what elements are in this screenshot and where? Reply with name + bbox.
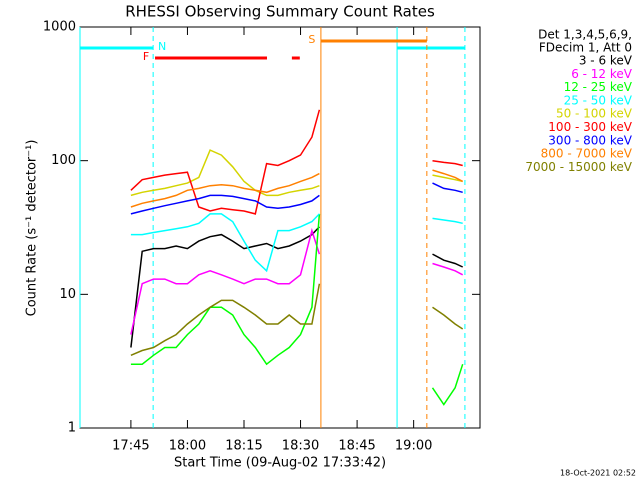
legend-header: FDecim 1, Att 0 (539, 41, 632, 55)
y-tick-label: 100 (51, 153, 76, 168)
legend-entry: 100 - 300 keV (548, 120, 632, 134)
legend-entry: 12 - 25 keV (564, 80, 633, 94)
flag-label: F (143, 50, 149, 63)
series-line (130, 227, 464, 335)
x-tick-label: 19:00 (395, 439, 432, 454)
y-axis-title: Count Rate (s⁻¹ detector⁻¹) (25, 140, 40, 317)
x-tick-label: 18:30 (282, 439, 319, 454)
series-line (130, 283, 464, 356)
flag-label: N (158, 40, 166, 53)
series-line (130, 182, 463, 215)
x-tick-label: 18:45 (338, 439, 375, 454)
legend-entry: 800 - 7000 keV (541, 147, 633, 161)
legend-entry: 25 - 50 keV (564, 93, 633, 107)
y-tick-label: 1 (68, 421, 76, 436)
x-tick-label: 17:45 (112, 439, 149, 454)
series-line (130, 149, 463, 197)
legend-header: Det 1,3,4,5,6,9, (538, 28, 632, 42)
legend-entry: 50 - 100 keV (556, 107, 633, 121)
x-axis-title: Start Time (09-Aug-02 17:33:42) (174, 456, 386, 471)
x-tick-label: 18:15 (225, 439, 262, 454)
series-line (130, 109, 463, 215)
series-line (130, 213, 463, 273)
chart-title: RHESSI Observing Summary Count Rates (125, 3, 435, 21)
series-line (130, 226, 464, 348)
legend-entry: 3 - 6 keV (579, 54, 633, 68)
footer: 18-Oct-2021 02:52 (560, 469, 636, 478)
y-tick-label: 10 (59, 287, 76, 302)
legend-entry: 300 - 800 keV (548, 133, 632, 147)
x-tick-label: 18:00 (169, 439, 206, 454)
series-line (130, 213, 464, 406)
series-line (130, 169, 464, 208)
flag-label: S (308, 33, 315, 46)
legend-entry: 6 - 12 keV (571, 67, 633, 81)
y-tick-label: 1000 (43, 20, 76, 35)
legend-entry: 7000 - 15000 keV (525, 160, 632, 174)
